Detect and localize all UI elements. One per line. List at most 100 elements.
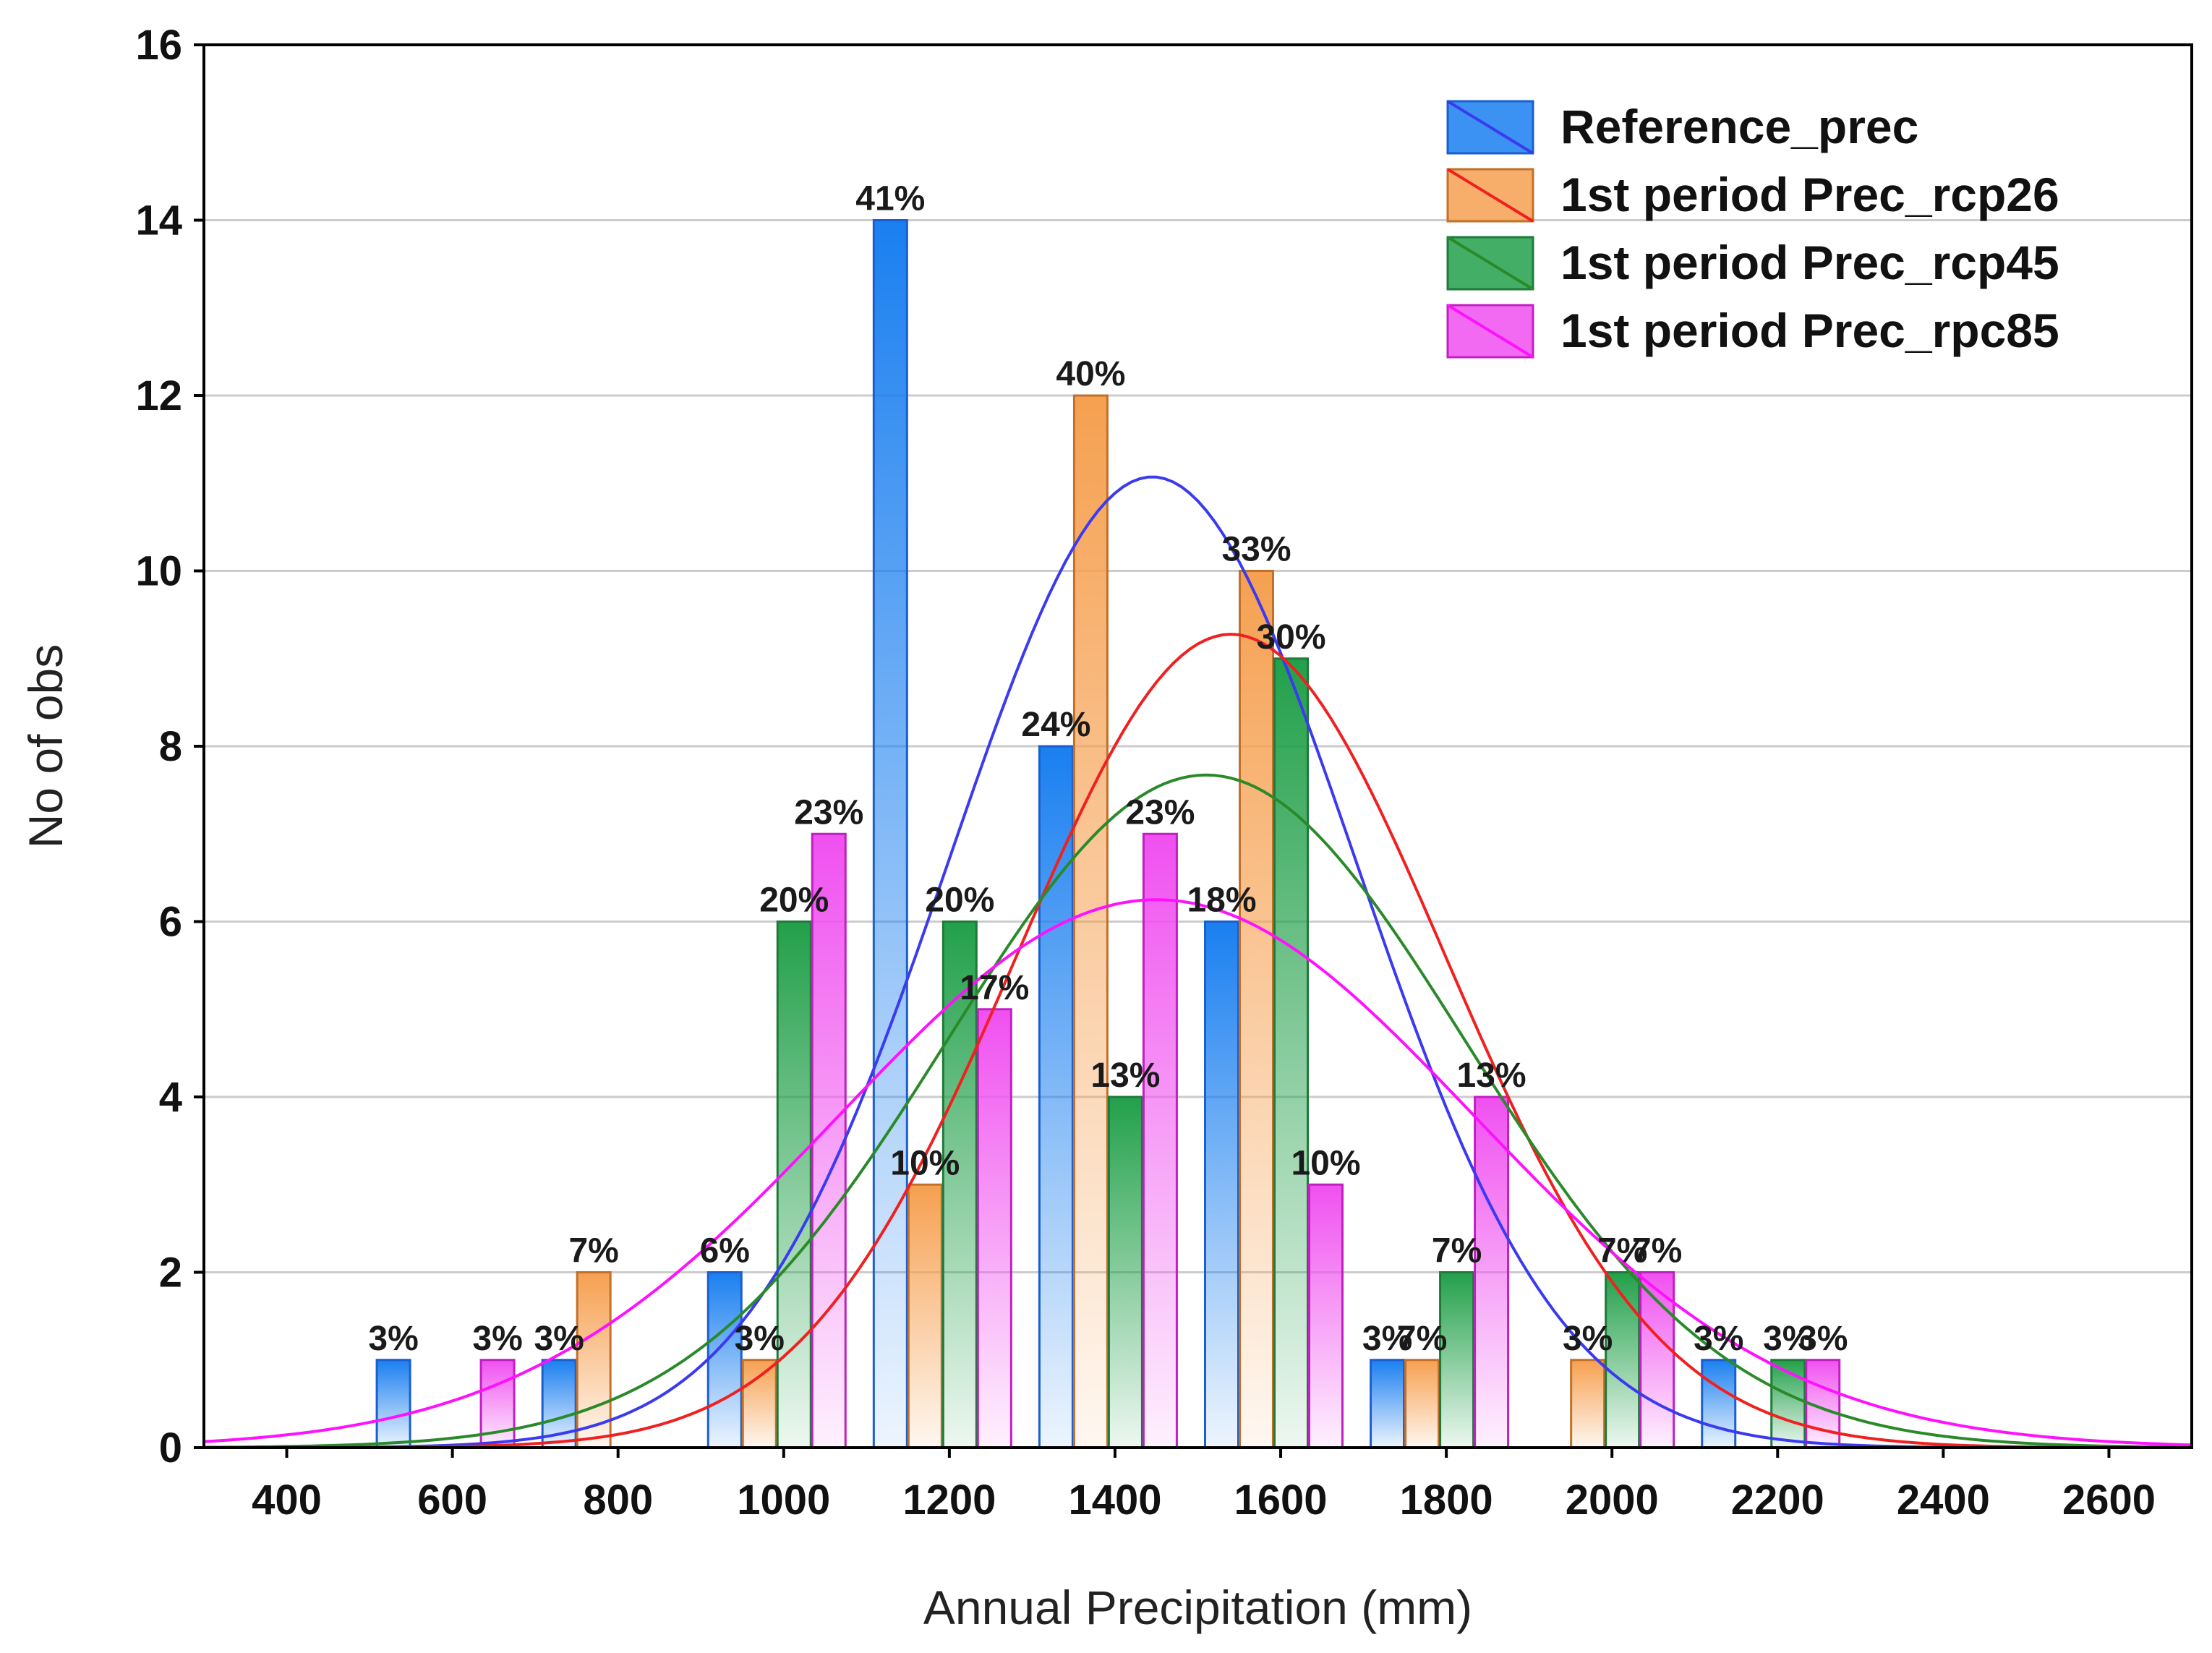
x-axis-title: Annual Precipitation (mm) xyxy=(923,1581,1472,1634)
x-tick-label: 1000 xyxy=(737,1477,830,1524)
bar-percent-label: 13% xyxy=(1457,1056,1526,1095)
bar-series-2 xyxy=(1439,1271,1475,1449)
bar-series-2 xyxy=(1273,657,1309,1449)
legend: Reference_prec 1st period Prec_rcp26 1st p… xyxy=(1446,100,2059,359)
bar-series-0 xyxy=(1038,745,1074,1449)
bar-percent-label: 3% xyxy=(368,1320,418,1358)
legend-label: 1st period Prec_rcp26 xyxy=(1560,168,2059,221)
y-tick-label: 10 xyxy=(135,548,182,595)
bar-percent-label: 23% xyxy=(1125,793,1195,832)
bar-series-0 xyxy=(1204,921,1239,1449)
bar-series-3 xyxy=(811,832,847,1449)
bar-series-3 xyxy=(1308,1183,1344,1449)
y-tick-label: 6 xyxy=(159,899,182,946)
fit-curve-series-2 xyxy=(203,773,2192,1449)
x-tick-label: 2200 xyxy=(1731,1477,1824,1524)
fit-curve-series-0 xyxy=(204,475,2192,1449)
bar-percent-label: 40% xyxy=(1056,355,1125,393)
legend-label: Reference_prec xyxy=(1560,100,1918,153)
legend-item-1: 1st period Prec_rcp26 xyxy=(1446,168,2059,223)
legend-label: 1st period Prec_rpc85 xyxy=(1560,304,2059,357)
bar-series-0 xyxy=(375,1359,411,1449)
x-tick-label: 2600 xyxy=(2062,1477,2156,1524)
bar-series-2 xyxy=(1605,1271,1641,1449)
bar-percent-label: 30% xyxy=(1256,618,1325,657)
x-tick-label: 1200 xyxy=(902,1477,996,1524)
x-tick-label: 2400 xyxy=(1897,1477,1990,1524)
legend-swatch-line xyxy=(1446,100,1534,155)
bar-percent-label: 20% xyxy=(925,881,994,920)
x-tick-label: 1600 xyxy=(1234,1477,1328,1524)
bar-series-3 xyxy=(976,1008,1012,1449)
x-tick-label: 1400 xyxy=(1068,1477,1161,1524)
bar-percent-label: 6% xyxy=(700,1232,750,1270)
bar-percent-label: 3% xyxy=(472,1320,522,1358)
bar-series-0 xyxy=(1370,1359,1406,1449)
bar-percent-label: 3% xyxy=(1362,1320,1412,1358)
x-tick-label: 2000 xyxy=(1566,1477,1659,1524)
legend-swatch-line xyxy=(1446,236,1534,291)
y-axis-title: No of obs xyxy=(19,644,72,849)
bar-series-1 xyxy=(1570,1359,1606,1449)
legend-swatch-line xyxy=(1446,304,1534,359)
bar-percent-label: 10% xyxy=(890,1144,960,1182)
legend-item-3: 1st period Prec_rpc85 xyxy=(1446,304,2059,359)
bar-percent-label: 23% xyxy=(794,793,863,832)
y-tick-label: 2 xyxy=(159,1250,182,1297)
y-tick-label: 14 xyxy=(135,197,182,244)
bar-series-1 xyxy=(907,1183,943,1449)
bar-series-2 xyxy=(776,921,812,1449)
bar-series-3 xyxy=(1474,1095,1510,1449)
bar-series-2 xyxy=(1107,1095,1143,1449)
fit-curve-series-3 xyxy=(203,898,2192,1447)
bar-series-0 xyxy=(872,219,908,1449)
bar-percent-label: 10% xyxy=(1291,1144,1360,1182)
y-tick-label: 4 xyxy=(159,1074,182,1121)
bar-percent-label: 13% xyxy=(1090,1056,1160,1095)
y-tick-label: 8 xyxy=(159,723,182,770)
bar-percent-label: 3% xyxy=(534,1320,584,1358)
bar-series-1 xyxy=(1072,394,1109,1449)
axis-ticks: 0 2 4 6 8 10 12 14 16 400 600 800 1000 1200 1400 1600 18… xyxy=(135,22,2155,1524)
bar-series-2 xyxy=(941,921,978,1449)
y-tick-label: 16 xyxy=(135,22,182,69)
y-tick-label: 12 xyxy=(135,372,182,419)
gridlines xyxy=(204,219,2192,1273)
bar-series-1 xyxy=(1239,570,1274,1449)
legend-label: 1st period Prec_rcp45 xyxy=(1560,236,2059,289)
bar-percent-label: 7% xyxy=(1632,1232,1682,1270)
normal-fit-curves xyxy=(203,475,2192,1449)
legend-item-2: 1st period Prec_rcp45 xyxy=(1446,236,2059,291)
bar-percent-label: 7% xyxy=(1432,1232,1482,1270)
fit-curve-series-1 xyxy=(204,633,2192,1449)
bar-percent-label: 20% xyxy=(759,881,829,920)
bar-percent-label: 18% xyxy=(1187,881,1256,920)
bar-percent-label: 3% xyxy=(1798,1320,1848,1358)
bar-series-3 xyxy=(1142,832,1178,1449)
x-tick-label: 800 xyxy=(583,1477,653,1524)
bar-series-1 xyxy=(1404,1359,1440,1449)
legend-swatch-line xyxy=(1446,168,1534,223)
bar-percent-label: 3% xyxy=(1563,1320,1613,1358)
bar-percent-label: 24% xyxy=(1021,706,1090,744)
bars xyxy=(375,219,1841,1449)
x-tick-label: 1800 xyxy=(1400,1477,1493,1524)
bar-percent-label: 3% xyxy=(1763,1320,1813,1358)
bar-percent-labels: 3% 3%6%41%24%18%3% 3%7%3%10%40%33%7% 3%20% 2… xyxy=(368,180,1848,1358)
x-tick-label: 400 xyxy=(252,1477,322,1524)
bar-percent-label: 7% xyxy=(568,1232,618,1270)
bar-percent-label: 17% xyxy=(960,969,1029,1007)
bar-series-0 xyxy=(706,1271,743,1449)
bar-series-0 xyxy=(1701,1359,1737,1449)
bar-series-1 xyxy=(741,1359,777,1449)
bar-percent-label: 33% xyxy=(1221,531,1291,569)
bar-percent-label: 7% xyxy=(1397,1320,1447,1358)
bar-percent-label: 3% xyxy=(735,1320,785,1358)
bar-percent-label: 7% xyxy=(1597,1232,1647,1270)
bar-percent-label: 41% xyxy=(855,180,925,218)
x-tick-label: 600 xyxy=(417,1477,487,1524)
y-tick-label: 0 xyxy=(159,1425,182,1472)
bar-percent-label: 3% xyxy=(1694,1320,1743,1358)
legend-item-0: Reference_prec xyxy=(1446,100,1918,155)
